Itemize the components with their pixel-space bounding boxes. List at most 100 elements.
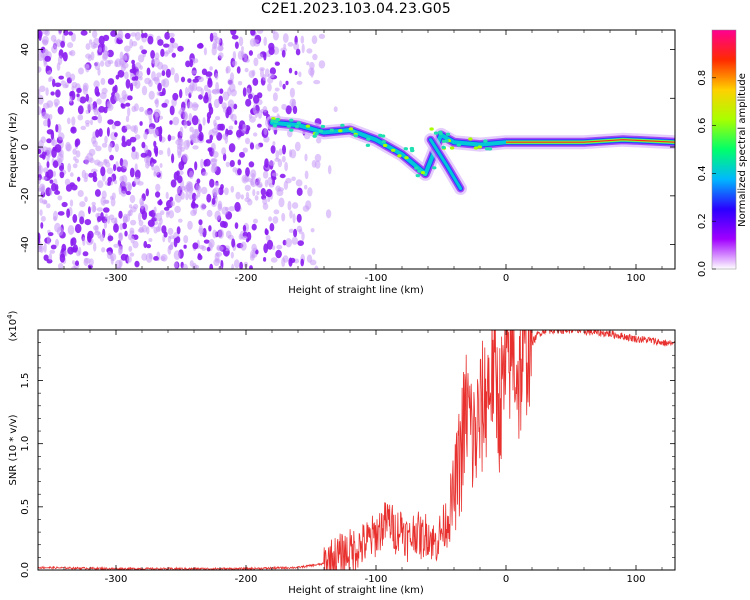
spectrogram-noise-cell [119, 223, 124, 231]
spectrogram-noise-cell [281, 212, 286, 222]
spectrogram-noise-cell [103, 45, 108, 53]
spectrogram-noise-cell [190, 201, 196, 209]
spectrogram-noise-cell [141, 49, 148, 55]
spectrogram-noise-cell [306, 48, 313, 54]
spectrogram-noise-cell [206, 209, 213, 217]
spectrogram-noise-cell [86, 103, 94, 111]
spectrogram-noise-cell [282, 144, 286, 155]
spectrogram-noise-cell [134, 163, 138, 171]
spectrogram-noise-cell [75, 138, 81, 146]
spectrogram-noise-cell [215, 72, 219, 80]
spectrogram-noise-cell [255, 181, 263, 188]
spectrogram-noise-cell [173, 171, 179, 181]
spectrogram-noise-cell [305, 200, 312, 210]
spectrogram-noise-cell [196, 43, 204, 49]
spectrogram-noise-cell [102, 199, 109, 204]
spectrogram-noise-cell [131, 59, 136, 65]
spectrogram-noise-cell [85, 93, 90, 102]
spectrogram-noise-cell [252, 189, 256, 197]
spectrogram-noise-cell [287, 200, 292, 211]
spectrogram-noise-cell [279, 173, 286, 179]
spectrogram-noise-cell [57, 30, 62, 35]
spectrogram-noise-cell [122, 159, 128, 170]
y-tick-label: -40 [20, 236, 31, 252]
spectrogram-noise-cell [110, 197, 116, 207]
y-tick-label: 0.0 [20, 562, 31, 578]
spectrogram-noise-cell [176, 146, 183, 156]
spectrogram-noise-cell [95, 129, 100, 138]
signal-speckle [404, 156, 409, 160]
spectrogram-noise-cell [98, 47, 102, 53]
spectrogram-noise-cell [325, 209, 332, 219]
spectrogram-noise-cell [109, 142, 113, 148]
spectrogram-noise-cell [153, 140, 157, 148]
spectrogram-noise-cell [268, 160, 275, 166]
spectrogram-noise-cell [274, 87, 280, 92]
spectrogram-noise-cell [145, 155, 151, 163]
signal-speckle [441, 139, 447, 143]
spectrogram-noise-cell [38, 177, 41, 185]
spectrogram-noise-cell [311, 247, 316, 255]
spectrogram-noise-cell [291, 236, 298, 245]
spectrogram-noise-cell [257, 92, 263, 99]
spectrogram-noise-cell [282, 255, 289, 263]
spectrogram-noise-cell [254, 195, 259, 201]
spectrogram-noise-cell [310, 68, 314, 78]
spectrogram-noise-cell [171, 153, 175, 164]
spectrogram-noise-cell [167, 235, 172, 243]
spectrogram-noise-cell [62, 51, 68, 62]
spectrogram-noise-cell [278, 148, 283, 156]
spectrogram-noise-cell [82, 82, 89, 92]
spectrogram-noise-cell [141, 224, 148, 233]
spectrogram-noise-cell [172, 92, 179, 101]
spectrogram-noise-cell [234, 41, 239, 49]
spectrogram-noise-cell [237, 159, 242, 166]
spectrogram-noise-cell [194, 128, 200, 139]
spectrogram-noise-cell [178, 161, 185, 171]
signal-speckle [382, 143, 388, 148]
snr-frame [37, 329, 676, 571]
spectrogram-noise-cell [291, 176, 296, 182]
spectrogram-noise-cell [239, 261, 243, 269]
spectrogram-noise-cell [38, 94, 44, 105]
spectrogram-noise-cell [204, 92, 209, 100]
spectrogram-noise-cell [125, 79, 131, 89]
spectrogram-noise-cell [207, 78, 213, 88]
x-tick-label: 0 [503, 574, 509, 585]
spectrogram-noise-cell [71, 32, 76, 42]
spectrogram-noise-cell [71, 85, 75, 91]
spectrogram-noise-cell [327, 165, 332, 175]
spectrogram-noise-cell [114, 91, 120, 102]
spectrogram-noise-cell [43, 242, 47, 253]
spectrogram-noise-cell [148, 90, 155, 100]
spectrogram-noise-cell [59, 253, 66, 263]
spectrogram-noise-cell [248, 50, 253, 56]
spectrogram-noise-cell [118, 184, 122, 195]
spectrogram-noise-cell [248, 70, 255, 78]
spectrogram-noise-cell [268, 46, 275, 56]
signal-speckle [484, 147, 490, 151]
spectrogram-noise-cell [200, 88, 204, 96]
spectrogram-noise-cell [285, 80, 289, 86]
spectrogram-noise-cell [130, 32, 137, 37]
spectrogram-noise-cell [176, 226, 181, 235]
spectrogram-noise-cell [167, 227, 174, 235]
spectrogram-noise-cell [103, 106, 108, 114]
spectrogram-noise-cell [293, 228, 298, 238]
spectrogram-noise-cell [187, 84, 194, 95]
y-tick-label: 20 [20, 92, 31, 105]
spectrogram-noise-cell [224, 187, 229, 196]
spectrogram-noise-cell [218, 95, 223, 105]
spectrogram-noise-cell [183, 111, 188, 121]
spectrogram-noise-cell [76, 87, 82, 94]
spectrogram-noise-cell [107, 176, 113, 183]
spectrogram-noise-cell [117, 30, 124, 40]
spectrogram-noise-cell [41, 111, 48, 119]
spectrogram-noise-cell [257, 109, 263, 119]
snr-plot-area [38, 330, 675, 570]
spectrogram-noise-cell [263, 36, 268, 46]
spectrogram-noise-cell [74, 223, 82, 234]
spectrogram-noise-cell [91, 201, 96, 206]
spectrogram-noise-cell [232, 51, 237, 60]
spectrogram-noise-cell [168, 32, 175, 38]
